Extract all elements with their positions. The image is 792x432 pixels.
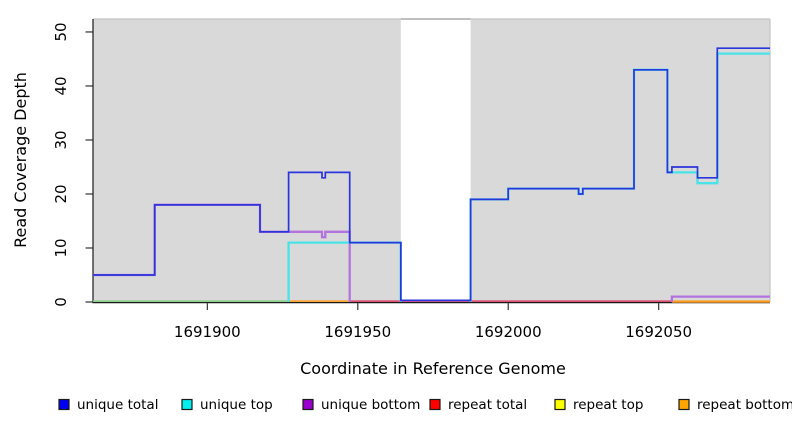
x-tick-label: 1692000 (475, 323, 542, 341)
y-tick-label: 30 (52, 130, 70, 149)
y-axis-label: Read Coverage Depth (11, 72, 30, 248)
legend-swatch-unique-top (181, 398, 193, 411)
legend-item-unique-top: unique top (181, 397, 273, 413)
x-tick-label: 1692050 (625, 323, 692, 341)
legend-swatch-unique-total (58, 398, 70, 411)
legend-label: repeat total (448, 397, 527, 413)
legend-label: repeat bottom (697, 397, 792, 413)
y-tick-label: 20 (52, 184, 70, 203)
plot-area: 1691900 1691950 1692000 1692050 0 10 20 30 40 50 (52, 13, 771, 341)
y-tick-label: 40 (52, 76, 70, 95)
y-tick-label: 0 (52, 297, 70, 307)
legend-swatch-repeat-top (554, 398, 566, 411)
legend-swatch-repeat-bottom (678, 398, 690, 411)
legend-item-repeat-total: repeat total (429, 397, 527, 413)
legend-swatch-unique-bottom (302, 398, 314, 411)
legend-item-repeat-bottom: repeat bottom (678, 397, 792, 413)
legend-item-unique-bottom: unique bottom (302, 397, 420, 413)
legend-label: unique total (77, 397, 158, 413)
x-axis-label: Coordinate in Reference Genome (300, 359, 566, 378)
legend-item-repeat-top: repeat top (554, 397, 643, 413)
legend-label: unique top (200, 397, 273, 413)
legend: unique total unique top unique bottom repea… (58, 397, 792, 413)
x-tick-label: 1691950 (324, 323, 391, 341)
legend-item-unique-total: unique total (58, 397, 158, 413)
legend-label: repeat top (573, 397, 643, 413)
legend-swatch-repeat-total (429, 398, 441, 411)
highlight-band (400, 13, 471, 302)
x-tick-label: 1691900 (174, 323, 241, 341)
series-line-unique-total (93, 47, 770, 302)
legend-label: unique bottom (321, 397, 420, 413)
y-tick-label: 50 (52, 22, 70, 41)
y-tick-label: 10 (52, 238, 70, 257)
series-line-unique-bottom (670, 295, 770, 302)
